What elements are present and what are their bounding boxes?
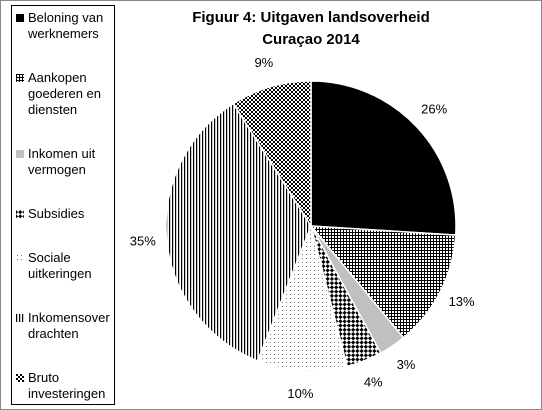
legend-swatch xyxy=(16,210,24,218)
legend-label: Beloning van werknemers xyxy=(28,10,104,41)
legend-label: Aankopen goederen en diensten xyxy=(28,70,102,117)
legend-swatch xyxy=(16,14,24,22)
legend-swatch xyxy=(16,150,24,158)
legend-entry: Sociale uitkeringen xyxy=(14,250,114,282)
legend-entry: Inkomensoverdrachten xyxy=(14,310,114,342)
legend-swatch xyxy=(16,374,24,382)
legend-swatch-fill xyxy=(16,74,24,82)
legend-swatch xyxy=(16,254,24,262)
data-label: 35% xyxy=(130,233,156,248)
pie-slice xyxy=(232,80,312,229)
legend-swatch-fill xyxy=(16,374,24,382)
legend-swatch-fill xyxy=(16,150,24,158)
legend-label: Inkomen uit vermogen xyxy=(28,146,96,177)
legend-label: Bruto investeringen xyxy=(28,370,106,401)
legend-entry: Subsidies xyxy=(14,206,114,222)
legend-entry: Beloning van werknemers xyxy=(14,10,114,42)
legend-label: Subsidies xyxy=(28,206,85,221)
legend-label: Inkomensoverdrachten xyxy=(28,310,110,341)
chart-title: Figuur 4: Uitgaven landsoverheid Curaçao… xyxy=(192,9,430,48)
data-label: 26% xyxy=(421,102,447,117)
pie-slice xyxy=(256,223,348,372)
legend-entry: Aankopen goederen en diensten xyxy=(14,70,114,118)
legend-entry: Inkomen uit vermogen xyxy=(14,146,114,178)
data-label: 10% xyxy=(287,386,313,401)
pie-slice xyxy=(309,225,457,339)
legend-swatch-fill xyxy=(16,14,24,22)
data-label: 3% xyxy=(397,357,416,372)
legend-label: Sociale uitkeringen xyxy=(28,250,92,281)
legend-swatch xyxy=(16,74,24,82)
data-label: 13% xyxy=(449,294,475,309)
legend-swatch-fill xyxy=(16,314,24,322)
legend-entry: Bruto investeringen xyxy=(14,370,114,402)
pie-slice xyxy=(310,80,457,236)
legend: Beloning van werknemers Aankopen goederen… xyxy=(11,5,115,405)
pie-slice xyxy=(165,102,312,362)
legend-swatch xyxy=(16,314,24,322)
legend-swatch-fill xyxy=(16,210,24,218)
data-label: 4% xyxy=(364,375,383,390)
legend-swatch-fill xyxy=(16,254,24,262)
data-label: 9% xyxy=(254,55,273,70)
